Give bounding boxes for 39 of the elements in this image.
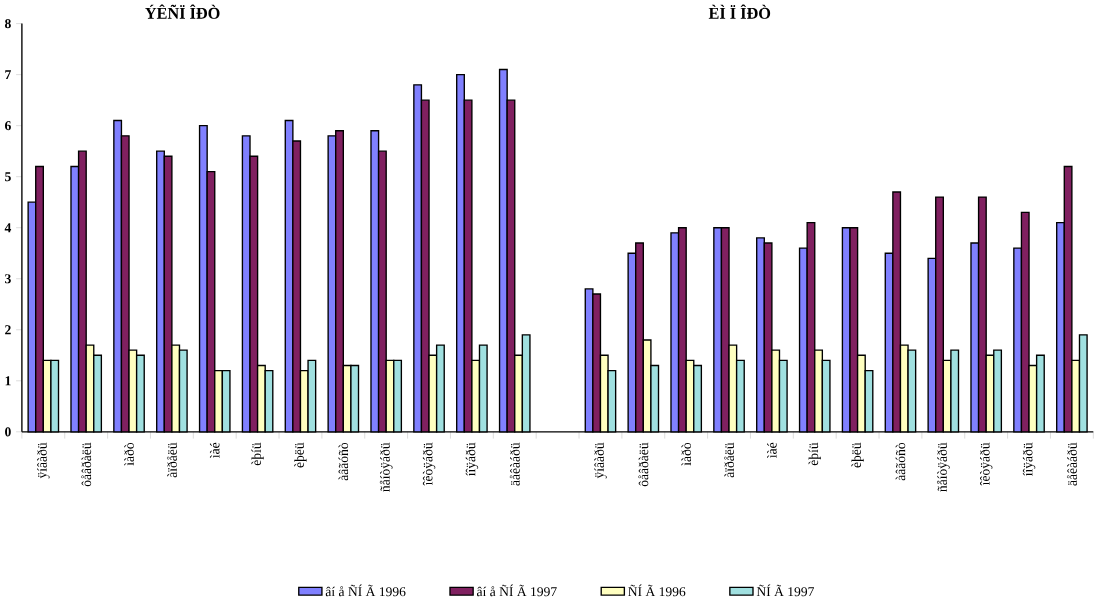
y-tick-label: 2 (5, 325, 11, 335)
x-tick-label: àïðåëü (166, 442, 177, 478)
x-tick-label: èþëü (294, 442, 307, 468)
x-tick-label: ôåâðàëü (81, 442, 92, 487)
y-tick-label: 0 (5, 427, 11, 437)
y-tick-label: 4 (4, 223, 12, 233)
x-tick-label: ÿíâàðü (594, 442, 607, 479)
x-tick-label: ìàðò (681, 443, 692, 466)
y-tick-label: 6 (5, 121, 11, 131)
x-tick-label: ñåíòÿáðü (379, 442, 393, 493)
x-tick-label: àâãóñò (895, 443, 906, 481)
legend-label: âí å ÑÍ Ã 1997 (477, 584, 557, 597)
x-tick-label: äåêàáðü (1066, 442, 1077, 486)
y-tick-label: 3 (5, 274, 11, 284)
x-tick-label: íîÿáðü (1022, 442, 1036, 477)
x-tick-label: àâãóñò (338, 443, 349, 481)
x-tick-label: ìàðò (124, 443, 134, 466)
legend-label: ÑÍ Ã 1997 (756, 584, 814, 597)
text: ÝÊÑÏ ÎÐÒ (145, 4, 220, 20)
x-tick-label: èþíü (251, 442, 264, 466)
x-tick-label: äåêàáðü (509, 442, 520, 486)
y-tick-label: 5 (5, 172, 11, 182)
x-tick-label: ìàé (767, 443, 777, 459)
legend-label: âí å ÑÍ Ã 1996 (325, 584, 406, 597)
x-tick-label: îêòÿáðü (422, 442, 436, 486)
x-tick-label: ìàé (209, 443, 220, 459)
legend-label: ÑÍ Ã 1996 (628, 584, 686, 597)
x-tick-label: îêòÿáðü (979, 442, 993, 486)
x-tick-label: èþëü (851, 442, 864, 468)
x-tick-label: ôåâðàëü (638, 442, 649, 487)
x-tick-label: àïðåëü (724, 442, 735, 478)
x-tick-label: ÿíâàðü (37, 442, 50, 479)
x-tick-label: íîÿáðü (465, 442, 479, 477)
x-tick-label: èþíü (808, 442, 821, 466)
y-tick-label: 1 (5, 376, 11, 386)
y-tick-label: 7 (5, 70, 11, 80)
text: ÈÌ Ï ÎÐÒ (708, 4, 771, 20)
y-tick-label: 8 (4, 19, 11, 29)
x-tick-label: ñåíòÿáðü (936, 442, 950, 493)
